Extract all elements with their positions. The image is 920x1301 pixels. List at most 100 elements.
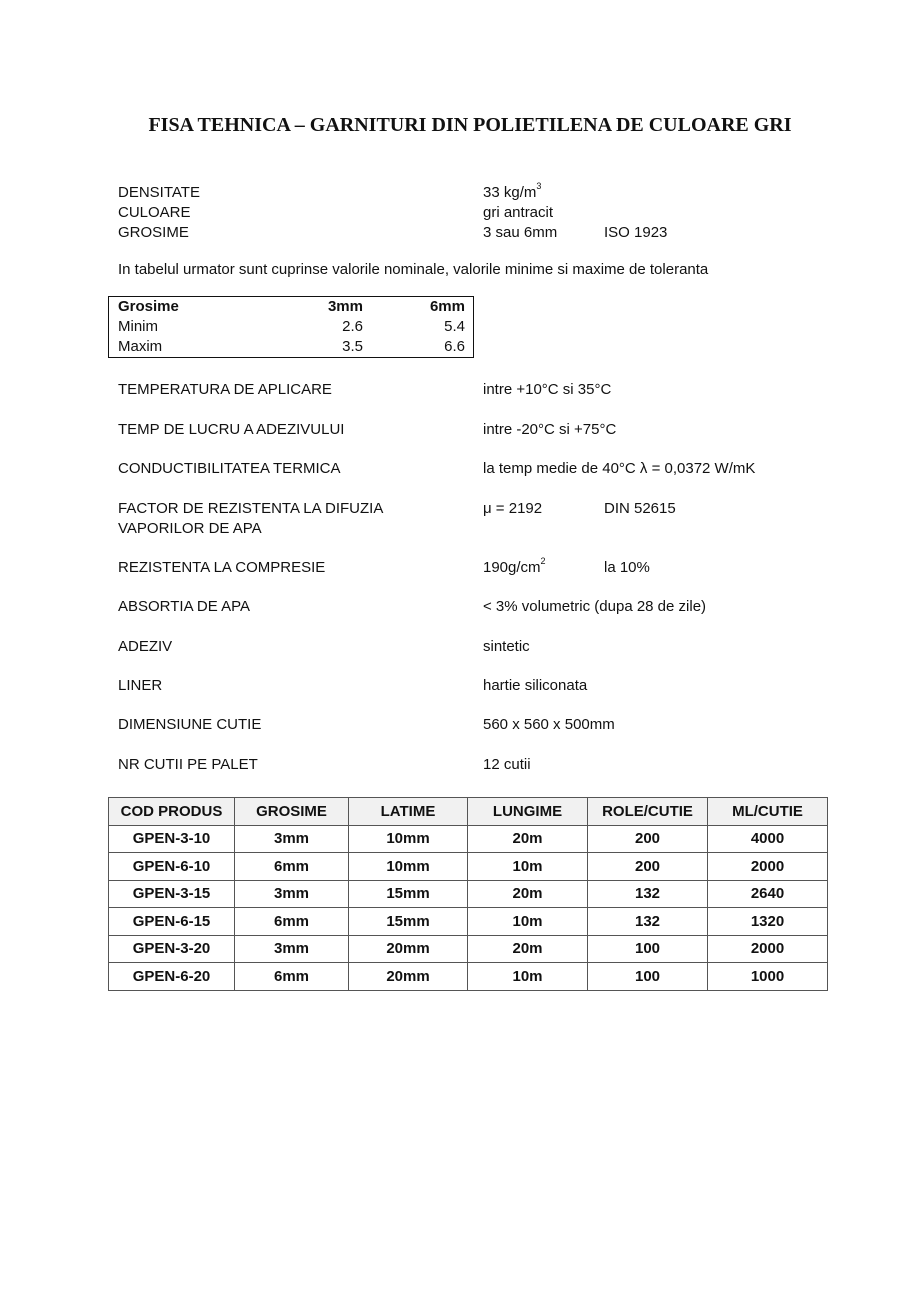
spec-label-continued: VAPORILOR DE APA [118, 520, 262, 537]
tolerance-table: Grosime 3mm 6mm Minim 2.6 5.4 Maxim 3.5 … [108, 296, 474, 358]
cell: GPEN-3-10 [108, 824, 235, 853]
spec-value-text: 33 kg/m [483, 184, 537, 201]
cell: 15mm [348, 879, 468, 908]
spec-value-text: la temp medie de 40°C λ = 0,0372 W/mK [483, 460, 756, 477]
intro-text: In tabelul urmator sunt cuprinse valoril… [118, 261, 709, 278]
cell: 100 [587, 934, 708, 963]
spec-value: μ = 2192 [483, 500, 542, 517]
cell: 100 [587, 962, 708, 991]
cell: 200 [587, 824, 708, 853]
spec-extra: la 10% [604, 559, 650, 576]
cell: 3mm [234, 934, 349, 963]
cell: 10mm [348, 852, 468, 881]
spec-value: sintetic [483, 638, 530, 655]
header-cell: 6mm [429, 298, 465, 315]
cell: 2640 [707, 879, 828, 908]
cell: GPEN-3-15 [108, 879, 235, 908]
spec-label: LINER [118, 677, 163, 694]
table-row: GPEN-3-20 3mm 20mm 20m 100 2000 [108, 934, 828, 963]
cell: 4000 [707, 824, 828, 853]
cell: 10m [467, 907, 588, 936]
table-row: GPEN-6-15 6mm 15mm 10m 132 1320 [108, 907, 828, 936]
spec-label: ADEZIV [118, 638, 173, 655]
column-header: LATIME [348, 797, 468, 826]
spec-value: intre +10°C si 35°C [483, 381, 611, 398]
cell: 1000 [707, 962, 828, 991]
cell: 3mm [234, 879, 349, 908]
column-header: LUNGIME [467, 797, 588, 826]
column-header: GROSIME [234, 797, 349, 826]
spec-label: DIMENSIUNE CUTIE [118, 716, 262, 733]
spec-extra: ISO 1923 [604, 224, 668, 241]
table-row: Maxim 3.5 6.6 [109, 337, 474, 358]
cell: 5.4 [444, 318, 465, 335]
cell: 20mm [348, 962, 468, 991]
cell: 10mm [348, 824, 468, 853]
column-header: ML/CUTIE [707, 797, 828, 826]
cell: 2.6 [342, 318, 363, 335]
spec-value-text: intre +10°C si 35°C [483, 381, 612, 398]
cell: Minim [118, 318, 158, 335]
table-row: Minim 2.6 5.4 [109, 317, 474, 337]
spec-value: gri antracit [483, 204, 553, 221]
table-row: GPEN-3-10 3mm 10mm 20m 200 4000 [108, 824, 828, 853]
table-row: GPEN-6-10 6mm 10mm 10m 200 2000 [108, 852, 828, 881]
header-cell: 3mm [327, 298, 363, 315]
cell: 1320 [707, 907, 828, 936]
spec-value: 12 cutii [483, 756, 531, 773]
spec-value-text: 3 sau 6mm [483, 224, 558, 241]
cell: GPEN-3-20 [108, 934, 235, 963]
product-table: COD PRODUS GROSIME LATIME LUNGIME ROLE/CUTIE… [108, 797, 828, 991]
spec-value: intre -20°C si +75°C [483, 421, 616, 438]
cell: 2000 [707, 934, 828, 963]
cell: 3mm [234, 824, 349, 853]
spec-label: NR CUTII PE PALET [118, 756, 258, 773]
cell: 6mm [234, 907, 349, 936]
spec-extra: DIN 52615 [604, 500, 676, 517]
spec-value-text: 560 x 560 x 500mm [483, 716, 615, 733]
cell: 20m [467, 879, 588, 908]
cell: 10m [467, 962, 588, 991]
cell: GPEN-6-20 [108, 962, 235, 991]
spec-value: la temp medie de 40°C λ = 0,0372 W/mK [483, 460, 755, 477]
cell: 20m [467, 824, 588, 853]
cell: 132 [587, 879, 708, 908]
spec-value-text: intre -20°C si +75°C [483, 421, 617, 438]
table-row: GPEN-6-20 6mm 20mm 10m 100 1000 [108, 962, 828, 991]
spec-value-text: 190g/cm [483, 559, 541, 576]
cell: GPEN-6-10 [108, 852, 235, 881]
cell: 3.5 [342, 338, 363, 355]
spec-label: DENSITATE [118, 184, 200, 201]
column-header: ROLE/CUTIE [587, 797, 708, 826]
spec-label: GROSIME [118, 224, 189, 241]
spec-label: ABSORTIA DE APA [118, 598, 250, 615]
table-header-row: COD PRODUS GROSIME LATIME LUNGIME ROLE/CUTIE… [108, 797, 828, 826]
cell: 10m [467, 852, 588, 881]
spec-value-text: sintetic [483, 638, 530, 655]
spec-value: hartie siliconata [483, 677, 587, 694]
cell: 6mm [234, 962, 349, 991]
spec-value-text: 12 cutii [483, 756, 531, 773]
spec-value-text: gri antracit [483, 204, 554, 221]
table-header-row: Grosime 3mm 6mm [109, 297, 474, 318]
spec-label: TEMPERATURA DE APLICARE [118, 381, 332, 398]
cell: 20mm [348, 934, 468, 963]
spec-value: 3 sau 6mm [483, 224, 557, 241]
document-title: FISA TEHNICA – GARNITURI DIN POLIETILENA… [148, 114, 792, 136]
spec-label: TEMP DE LUCRU A ADEZIVULUI [118, 421, 345, 438]
spec-label: CONDUCTIBILITATEA TERMICA [118, 460, 341, 477]
spec-value: 190g/cm2 [483, 556, 546, 576]
superscript: 3 [536, 181, 542, 191]
spec-label: CULOARE [118, 204, 191, 221]
spec-value-text: μ = 2192 [483, 500, 543, 517]
column-header: COD PRODUS [108, 797, 235, 826]
cell: Maxim [118, 338, 163, 355]
spec-label: REZISTENTA LA COMPRESIE [118, 559, 326, 576]
cell: 200 [587, 852, 708, 881]
cell: 6mm [234, 852, 349, 881]
table-row: GPEN-3-15 3mm 15mm 20m 132 2640 [108, 879, 828, 908]
cell: 132 [587, 907, 708, 936]
cell: 20m [467, 934, 588, 963]
cell: 6.6 [444, 338, 465, 355]
spec-label: FACTOR DE REZISTENTA LA DIFUZIA [118, 500, 384, 517]
